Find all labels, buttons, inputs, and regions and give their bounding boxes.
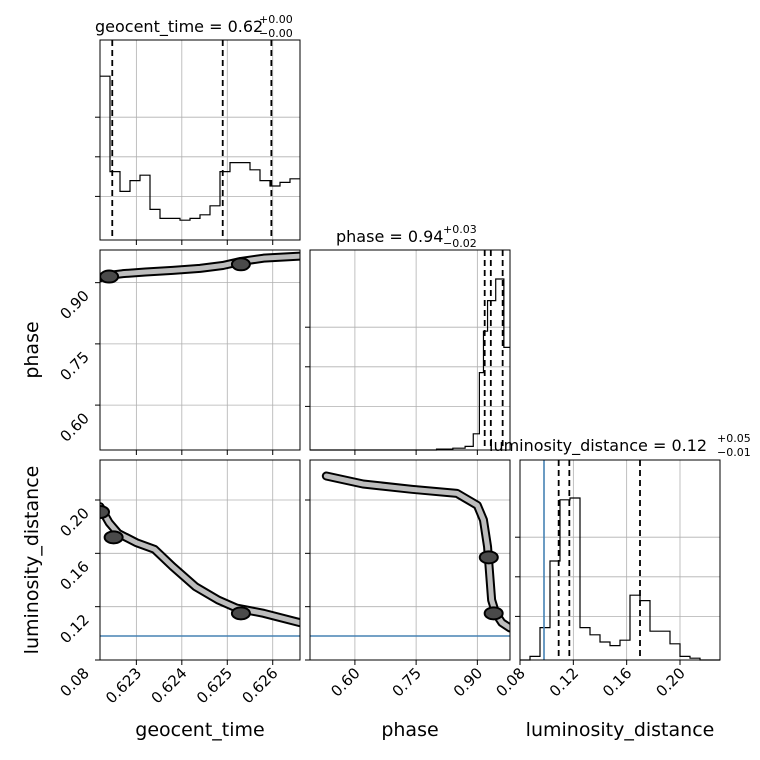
density-panel-geocent_time-phase [95, 249, 301, 455]
panel-frame [99, 249, 301, 451]
panel-frame [309, 459, 511, 661]
contour-core [103, 530, 124, 545]
contour-fill [100, 253, 300, 281]
xtick-label-geocent_time: 0.623 [102, 664, 145, 707]
ytick-label-phase: 0.75 [56, 348, 92, 384]
ylabel-phase: phase [21, 321, 43, 378]
title-geocent-time-plus: +0.00 [259, 13, 293, 26]
xlabel-luminosity-distance: luminosity_distance [526, 719, 715, 741]
title-phase: phase = 0.94 [336, 227, 443, 246]
ylabel-luminosity-distance: luminosity_distance [21, 466, 43, 655]
panel-frame [99, 39, 301, 241]
ytick-label-luminosity_distance: 0.08 [56, 664, 92, 700]
sample-point [97, 503, 100, 506]
contour-core [230, 257, 251, 272]
contour-core [483, 606, 504, 621]
histogram-phase [310, 278, 510, 451]
xtick-label-luminosity_distance: 0.20 [652, 664, 688, 700]
panel-frame [519, 459, 721, 661]
contour-fill [100, 504, 300, 626]
xtick-label-luminosity_distance: 0.08 [492, 664, 528, 700]
histogram-luminosity_distance [520, 497, 720, 661]
xtick-label-phase: 0.90 [450, 664, 486, 700]
hist-panel-luminosity_distance [515, 459, 721, 665]
xtick-label-luminosity_distance: 0.12 [546, 664, 582, 700]
contour-outer [100, 502, 300, 628]
xtick-label-geocent_time: 0.626 [238, 664, 281, 707]
title-phase-minus: −0.02 [443, 237, 477, 250]
density-layer [97, 502, 300, 628]
title-geocent-time-minus: −0.00 [259, 27, 293, 40]
ytick-label-luminosity_distance: 0.12 [56, 611, 92, 647]
xtick-label-geocent_time: 0.624 [148, 664, 191, 707]
contour-core [478, 550, 499, 565]
histogram-geocent_time [100, 75, 300, 221]
ytick-label-luminosity_distance: 0.16 [56, 557, 92, 593]
title-luminosity-distance: luminosity_distance = 0.12 [489, 436, 707, 456]
density-panel-phase-luminosity_distance [305, 459, 511, 665]
xtick-label-luminosity_distance: 0.16 [599, 664, 635, 700]
contour-core [100, 269, 120, 284]
hist-panel-geocent_time [95, 39, 301, 245]
title-phase-plus: +0.03 [443, 223, 477, 236]
xtick-label-phase: 0.75 [389, 664, 425, 700]
xtick-label-geocent_time: 0.625 [193, 664, 236, 707]
contour-core [100, 505, 110, 519]
contour-core [230, 606, 251, 621]
density-layer [97, 251, 300, 284]
density-panel-geocent_time-luminosity_distance [95, 459, 301, 665]
sample-point [97, 274, 100, 277]
hist-panel-phase [305, 249, 511, 455]
title-luminosity-distance-minus: −0.01 [717, 446, 751, 459]
panel-frame [99, 459, 301, 661]
xtick-label-phase: 0.60 [327, 664, 363, 700]
ytick-label-luminosity_distance: 0.20 [56, 504, 92, 540]
title-geocent-time: geocent_time = 0.62 [95, 17, 263, 37]
panel-frame [309, 249, 511, 451]
xlabel-phase: phase [381, 719, 438, 741]
density-layer [321, 471, 510, 633]
title-luminosity-distance-plus: +0.05 [717, 432, 751, 445]
ytick-label-phase: 0.90 [56, 287, 92, 323]
xlabel-geocent-time: geocent_time [135, 719, 264, 741]
ytick-label-phase: 0.60 [56, 409, 92, 445]
